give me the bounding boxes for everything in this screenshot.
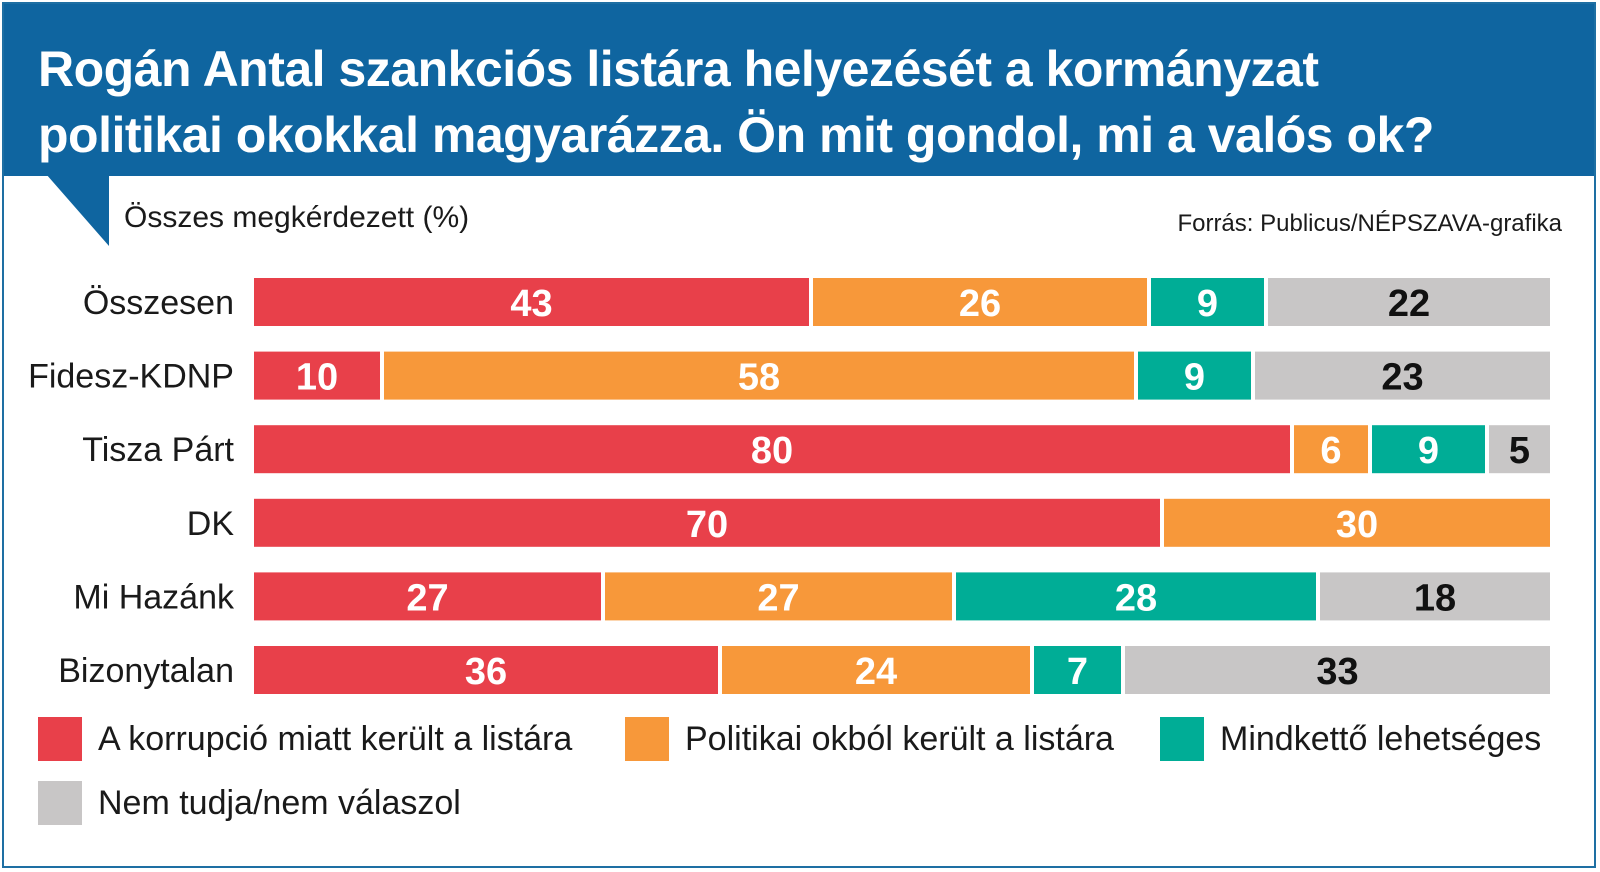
bar-segment bbox=[384, 351, 1134, 400]
category-label: Tisza Párt bbox=[82, 431, 234, 469]
data-label: 9 bbox=[1197, 283, 1218, 325]
data-label: 7 bbox=[1067, 651, 1088, 693]
data-label: 18 bbox=[1414, 577, 1456, 619]
legend-item: A korrupció miatt került a listára bbox=[38, 717, 572, 761]
legend-item: Politikai okból került a listára bbox=[625, 717, 1114, 761]
data-label: 27 bbox=[757, 577, 799, 619]
bar-segment bbox=[1320, 572, 1550, 621]
header-notch bbox=[46, 174, 109, 246]
bar-segment bbox=[1138, 351, 1251, 400]
data-label: 33 bbox=[1316, 651, 1358, 693]
bar-segment bbox=[1164, 498, 1550, 547]
legend-label: Nem tudja/nem válaszol bbox=[98, 783, 461, 822]
data-label: 80 bbox=[751, 430, 793, 472]
legend-swatch bbox=[1160, 717, 1204, 761]
legend-item: Nem tudja/nem válaszol bbox=[38, 781, 461, 825]
bar-segment bbox=[254, 278, 809, 326]
bar-segment bbox=[1372, 425, 1485, 474]
bar-segment bbox=[722, 646, 1030, 694]
data-label: 26 bbox=[959, 283, 1001, 325]
data-label: 5 bbox=[1509, 430, 1530, 472]
chart-subtitle: Összes megkérdezett (%) bbox=[124, 201, 470, 234]
data-label: 30 bbox=[1336, 504, 1378, 546]
data-label: 43 bbox=[510, 283, 552, 325]
legend-label: Mindkettő lehetséges bbox=[1220, 719, 1542, 758]
bar-segment bbox=[254, 498, 1160, 547]
source-credit: Forrás: Publicus/NÉPSZAVA-grafika bbox=[1177, 210, 1562, 237]
bar-segment bbox=[813, 278, 1147, 326]
data-label: 10 bbox=[296, 357, 338, 399]
bar-segment bbox=[1489, 425, 1550, 474]
data-label: 6 bbox=[1320, 430, 1341, 472]
data-label: 22 bbox=[1388, 283, 1430, 325]
data-label: 23 bbox=[1381, 357, 1423, 399]
data-label: 24 bbox=[855, 651, 897, 693]
bar-segment bbox=[956, 572, 1316, 621]
bar-segment bbox=[1151, 278, 1264, 326]
bar-segment bbox=[1268, 278, 1550, 326]
data-label: 70 bbox=[686, 504, 728, 546]
legend-swatch bbox=[38, 781, 82, 825]
bar-segment bbox=[1255, 351, 1550, 400]
bar-segment bbox=[254, 351, 380, 400]
data-label: 28 bbox=[1115, 577, 1157, 619]
bar-segment bbox=[254, 572, 601, 621]
legend-label: A korrupció miatt került a listára bbox=[98, 719, 573, 758]
bar-segment bbox=[1034, 646, 1121, 694]
legend-item: Mindkettő lehetséges bbox=[1160, 717, 1541, 761]
category-label: Fidesz-KDNP bbox=[28, 358, 234, 396]
data-label: 9 bbox=[1418, 430, 1439, 472]
legend-swatch bbox=[38, 717, 82, 761]
category-label: Összesen bbox=[83, 284, 234, 322]
category-label: Bizonytalan bbox=[58, 652, 234, 690]
bar-segment bbox=[605, 572, 952, 621]
header-banner: Rogán Antal szankciós listára helyezését… bbox=[4, 4, 1594, 176]
category-label: DK bbox=[187, 505, 235, 543]
data-label: 58 bbox=[738, 357, 780, 399]
chart-title-line-2: politikai okokkal magyarázza. Ön mit gon… bbox=[38, 107, 1434, 163]
legend-swatch bbox=[625, 717, 669, 761]
legend-label: Politikai okból került a listára bbox=[685, 719, 1114, 758]
category-label: Mi Hazánk bbox=[73, 578, 235, 616]
data-label: 9 bbox=[1184, 357, 1205, 399]
bar-segment bbox=[1294, 425, 1368, 474]
bar-segment bbox=[1125, 646, 1550, 694]
data-label: 36 bbox=[465, 651, 507, 693]
chart-title-line-1: Rogán Antal szankciós listára helyezését… bbox=[38, 41, 1319, 97]
bar-segment bbox=[254, 425, 1290, 474]
data-label: 27 bbox=[406, 577, 448, 619]
bar-segment bbox=[254, 646, 718, 694]
